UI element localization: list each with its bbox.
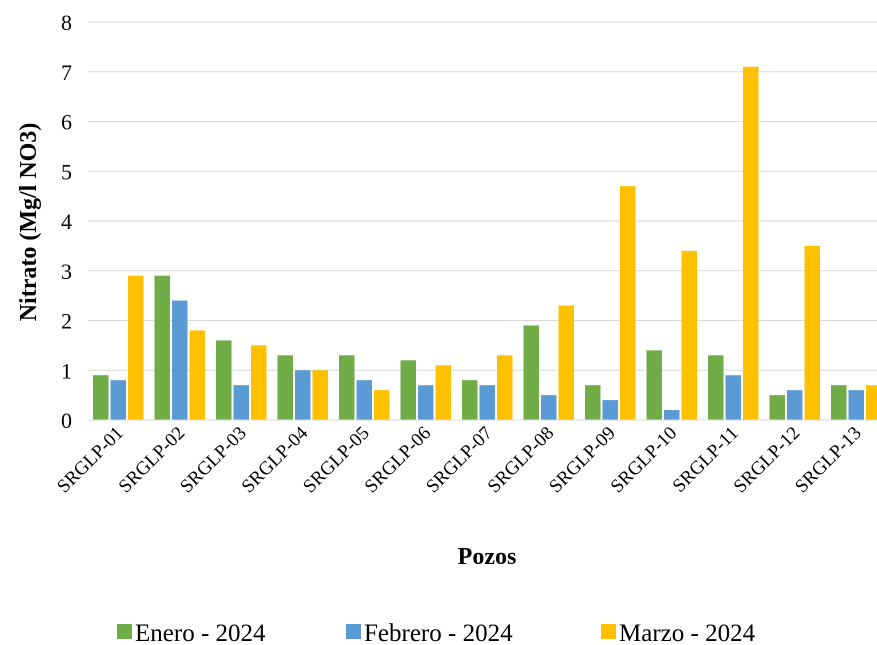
- bar: [769, 395, 785, 420]
- y-axis-ticks: 0 1 2 3 4 5 6 7 8: [61, 10, 72, 433]
- bar: [312, 370, 328, 420]
- x-tick-label: SRGLP-08: [484, 423, 559, 498]
- bar: [664, 410, 680, 420]
- bar: [743, 66, 759, 421]
- bar: [374, 390, 390, 420]
- y-axis-title: Nitrato (Mg/l NO3): [16, 123, 42, 322]
- gridlines: [88, 21, 877, 371]
- bar: [787, 390, 803, 420]
- legend-label: Febrero - 2024: [364, 620, 513, 645]
- bar: [93, 375, 109, 420]
- x-tick-label: SRGLP-07: [422, 423, 497, 498]
- bar: [277, 355, 293, 420]
- bar: [339, 355, 355, 420]
- x-tick-label: SRGLP-10: [607, 423, 682, 498]
- x-tick-label: SRGLP-09: [545, 423, 620, 498]
- x-tick-label: SRGLP-06: [361, 423, 436, 498]
- x-tick-label: SRGLP-03: [176, 423, 251, 498]
- legend-swatch: [346, 624, 361, 639]
- bar: [585, 385, 601, 420]
- bar: [558, 305, 574, 420]
- y-tick-label: 6: [61, 110, 72, 135]
- y-tick-label: 0: [61, 408, 72, 433]
- bar: [681, 250, 697, 420]
- bar: [418, 385, 434, 420]
- bar: [848, 390, 864, 420]
- bar: [462, 380, 478, 420]
- bar: [189, 330, 205, 420]
- bar: [251, 345, 267, 420]
- bar: [172, 300, 188, 420]
- bar: [295, 370, 311, 420]
- bar: [708, 355, 724, 420]
- bars: [93, 66, 877, 421]
- bar: [831, 385, 847, 420]
- x-tick-label: SRGLP-05: [299, 423, 374, 498]
- bar: [154, 275, 170, 420]
- bar: [725, 375, 741, 420]
- x-axis-categories: SRGLP-01SRGLP-02SRGLP-03SRGLP-04SRGLP-05…: [53, 422, 866, 497]
- bar: [233, 385, 249, 420]
- bar: [356, 380, 372, 420]
- x-tick-label: SRGLP-02: [115, 423, 190, 498]
- x-axis-title: Pozos: [458, 544, 517, 570]
- x-tick-label: SRGLP-01: [53, 423, 128, 498]
- x-tick-label: SRGLP-12: [730, 423, 805, 498]
- legend: Enero - 2024 Febrero - 2024 Marzo - 2024: [117, 620, 756, 645]
- bar: [216, 340, 232, 420]
- bar: [435, 365, 451, 420]
- bar: [646, 350, 662, 420]
- y-tick-label: 2: [61, 309, 72, 334]
- bar: [804, 245, 820, 420]
- x-tick-label: SRGLP-13: [791, 423, 866, 498]
- bar: [866, 385, 877, 420]
- y-tick-label: 1: [61, 358, 72, 383]
- y-tick-label: 3: [61, 259, 72, 284]
- x-tick-label: SRGLP-04: [238, 422, 313, 497]
- bar: [497, 355, 513, 420]
- bar: [602, 400, 618, 420]
- y-tick-label: 5: [61, 159, 72, 184]
- bar: [523, 325, 539, 420]
- y-tick-label: 4: [61, 209, 72, 234]
- bar: [541, 395, 557, 420]
- y-tick-label: 7: [61, 60, 72, 85]
- legend-swatch: [117, 624, 132, 639]
- bar: [620, 186, 636, 420]
- legend-label: Enero - 2024: [135, 620, 266, 645]
- legend-label: Marzo - 2024: [619, 620, 756, 645]
- legend-swatch: [601, 624, 616, 639]
- bar: [400, 360, 416, 420]
- bar: [110, 380, 126, 420]
- bar: [479, 385, 495, 420]
- bar: [128, 275, 144, 420]
- y-tick-label: 8: [61, 10, 72, 35]
